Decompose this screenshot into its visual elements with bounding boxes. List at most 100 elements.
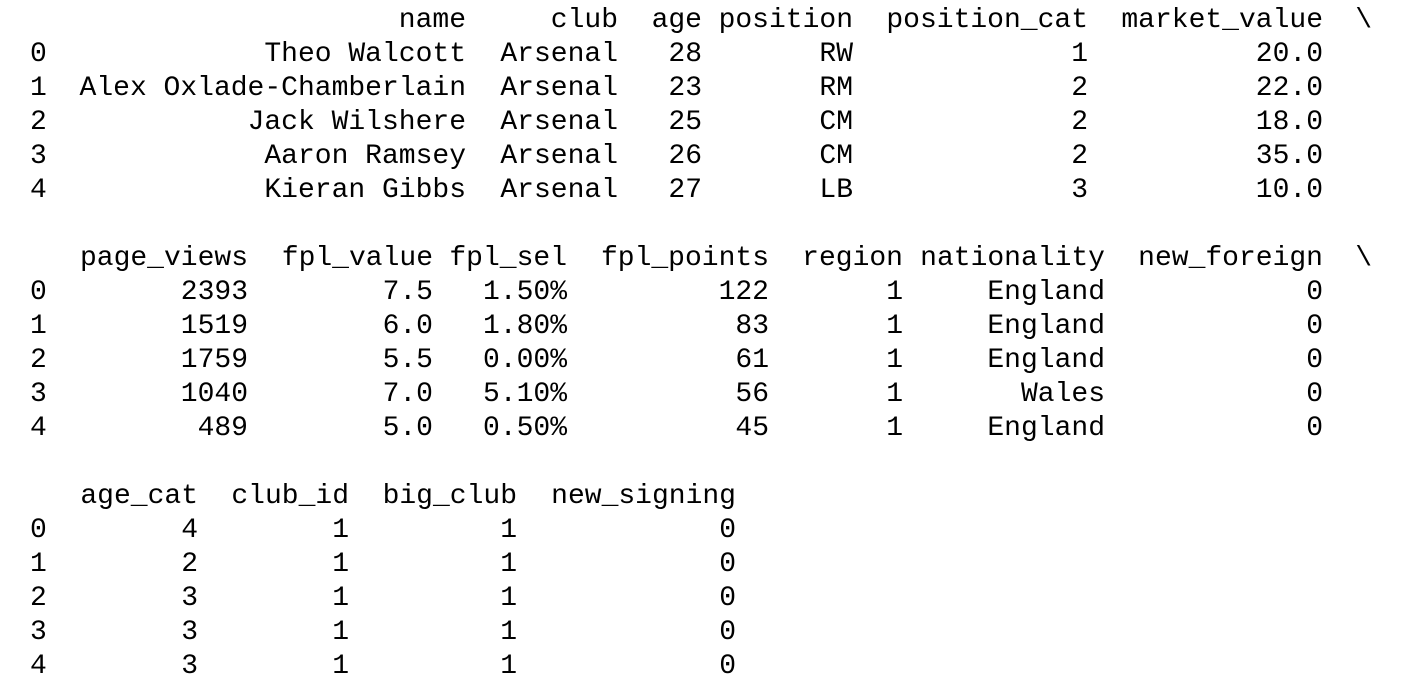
table-row: 1 2 1 1 0 — [0, 548, 1426, 582]
line-continuation: \ — [1355, 243, 1372, 274]
table-cell: 1 — [500, 549, 517, 580]
table-cell: Arsenal — [500, 39, 618, 70]
table-cell: 1 — [886, 379, 903, 410]
column-header: position — [718, 5, 853, 36]
row-index: 0 — [30, 277, 47, 308]
row-index: 1 — [30, 549, 47, 580]
column-header: region — [802, 243, 903, 274]
table-cell: 27 — [668, 175, 702, 206]
column-header: new_signing — [551, 481, 736, 512]
row-index: 1 — [30, 73, 47, 104]
table-cell: 0 — [719, 651, 736, 682]
table-cell: England — [987, 311, 1105, 342]
table-cell: 23 — [668, 73, 702, 104]
dataframe-block: age_cat club_id big_club new_signing 0 4 1 1 0 1 2… — [0, 480, 1426, 684]
table-row: 2 Jack Wilshere Arsenal 25 CM 2 18.0 — [0, 106, 1426, 140]
column-header: club — [550, 5, 618, 36]
table-cell: Wales — [1020, 379, 1105, 410]
row-index: 2 — [30, 583, 47, 614]
row-index: 3 — [30, 617, 47, 648]
table-cell: Arsenal — [500, 73, 618, 104]
table-cell: 0.50% — [482, 413, 567, 444]
column-header: page_views — [79, 243, 248, 274]
column-header: new_foreign — [1138, 243, 1323, 274]
table-cell: 1 — [500, 651, 517, 682]
table-cell: 0 — [1306, 345, 1323, 376]
column-header: fpl_value — [281, 243, 433, 274]
table-cell: 1040 — [180, 379, 248, 410]
table-cell: 56 — [735, 379, 769, 410]
table-cell: 1 — [332, 515, 349, 546]
row-index: 1 — [30, 311, 47, 342]
table-cell: 28 — [668, 39, 702, 70]
table-row: 0 Theo Walcott Arsenal 28 RW 1 20.0 — [0, 38, 1426, 72]
table-cell: 3 — [181, 583, 198, 614]
table-row: 3 1040 7.0 5.10% 56 1 Wales 0 — [0, 378, 1426, 412]
table-cell: 1 — [886, 277, 903, 308]
table-cell: England — [987, 277, 1105, 308]
table-cell: 7.0 — [382, 379, 433, 410]
table-cell: 26 — [668, 141, 702, 172]
column-header: fpl_points — [600, 243, 769, 274]
table-cell: LB — [819, 175, 853, 206]
table-cell: 1 — [332, 651, 349, 682]
table-row: 0 4 1 1 0 — [0, 514, 1426, 548]
table-cell: Arsenal — [500, 141, 618, 172]
table-cell: 1 — [500, 515, 517, 546]
row-index: 0 — [30, 39, 47, 70]
table-row: 3 Aaron Ramsey Arsenal 26 CM 2 35.0 — [0, 140, 1426, 174]
table-cell: England — [987, 345, 1105, 376]
table-cell: 1 — [500, 617, 517, 648]
table-cell: 1 — [1071, 39, 1088, 70]
table-cell: RM — [819, 73, 853, 104]
table-cell: 5.10% — [482, 379, 567, 410]
column-header: club_id — [231, 481, 349, 512]
table-cell: 1.50% — [482, 277, 567, 308]
table-cell: 1 — [886, 311, 903, 342]
table-cell: Arsenal — [500, 107, 618, 138]
table-cell: Jack Wilshere — [247, 107, 466, 138]
table-row: 1 Alex Oxlade-Chamberlain Arsenal 23 RM 2 22.0 — [0, 72, 1426, 106]
dataframe-block: name club age position position_cat market_va… — [0, 4, 1426, 208]
header-row: name club age position position_cat market_va… — [0, 4, 1426, 38]
column-header: market_value — [1121, 5, 1323, 36]
column-header: age — [651, 5, 702, 36]
table-cell: 0 — [1306, 277, 1323, 308]
column-header: name — [398, 5, 466, 36]
dataframe-block: page_views fpl_value fpl_sel fpl_points regi… — [0, 242, 1426, 446]
header-row: age_cat club_id big_club new_signing — [0, 480, 1426, 514]
table-cell: Aaron Ramsey — [264, 141, 466, 172]
table-cell: 1.80% — [482, 311, 567, 342]
table-cell: 1 — [886, 413, 903, 444]
table-cell: 122 — [718, 277, 769, 308]
table-cell: 0 — [719, 515, 736, 546]
table-row: 0 2393 7.5 1.50% 122 1 England 0 — [0, 276, 1426, 310]
table-cell: 3 — [181, 617, 198, 648]
row-index: 4 — [30, 175, 47, 206]
table-cell: 489 — [197, 413, 248, 444]
table-cell: CM — [819, 141, 853, 172]
table-row: 4 Kieran Gibbs Arsenal 27 LB 3 10.0 — [0, 174, 1426, 208]
table-cell: 10.0 — [1255, 175, 1323, 206]
table-cell: 83 — [735, 311, 769, 342]
row-index: 4 — [30, 413, 47, 444]
table-row: 2 1759 5.5 0.00% 61 1 England 0 — [0, 344, 1426, 378]
table-cell: 2 — [1071, 107, 1088, 138]
table-row: 4 3 1 1 0 — [0, 650, 1426, 684]
table-cell: 35.0 — [1255, 141, 1323, 172]
table-row: 1 1519 6.0 1.80% 83 1 England 0 — [0, 310, 1426, 344]
table-cell: 1 — [500, 583, 517, 614]
row-index: 3 — [30, 379, 47, 410]
row-index: 2 — [30, 107, 47, 138]
table-cell: 0 — [1306, 379, 1323, 410]
table-cell: 2 — [181, 549, 198, 580]
column-header: nationality — [920, 243, 1105, 274]
table-cell: 4 — [181, 515, 198, 546]
table-cell: CM — [819, 107, 853, 138]
table-cell: 1519 — [180, 311, 248, 342]
table-cell: Kieran Gibbs — [264, 175, 466, 206]
row-index: 0 — [30, 515, 47, 546]
table-cell: 2 — [1071, 73, 1088, 104]
table-cell: 1 — [332, 617, 349, 648]
table-row: 3 3 1 1 0 — [0, 616, 1426, 650]
